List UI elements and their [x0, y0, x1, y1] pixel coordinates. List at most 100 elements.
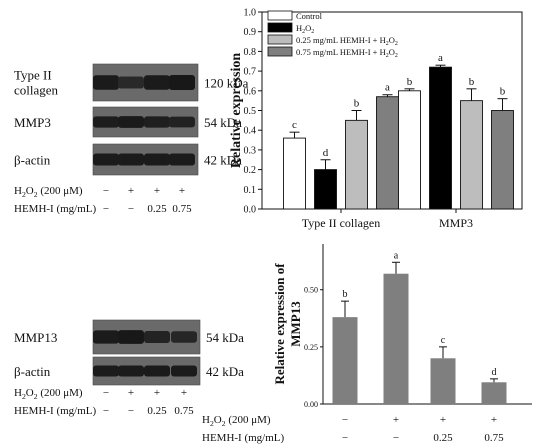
hemh-value: 0.75 [174, 405, 194, 417]
h2o2-value: + [440, 414, 446, 426]
legend-label: 0.75 mg/mL HEMH-I + H2O2 [296, 47, 398, 59]
blot-row-label: Type II [14, 68, 52, 83]
y-tick-label: 0.9 [244, 27, 257, 38]
y-tick-label: 0.1 [244, 185, 257, 196]
blot-band [118, 365, 144, 377]
legend-label: 0.25 mg/mL HEMH-I + H2O2 [296, 35, 398, 47]
h2o2-value: + [393, 414, 399, 426]
significance-letter: a [385, 82, 390, 94]
h2o2-value: + [154, 185, 160, 197]
blot-size-label: 42 kDa [204, 153, 242, 168]
h2o2-value: + [128, 387, 134, 399]
y-tick-label: 0.3 [244, 145, 257, 156]
y-tick-label: 0.0 [244, 205, 257, 216]
blot-band [118, 153, 144, 166]
blot-band [144, 331, 170, 343]
blot-band [93, 75, 119, 90]
y-tick-label: 1.0 [244, 8, 257, 19]
y-tick-label: 0.50 [304, 286, 318, 295]
blot-band [93, 153, 119, 166]
blot-size-label: 120 kDa [204, 76, 249, 91]
h2o2-label: H2O2 (200 μM) [202, 414, 271, 428]
legend-swatch [267, 34, 293, 45]
h2o2-value: − [103, 185, 109, 197]
western-blot-bottom: MMP13 54 kDa β-actin 42 kDa H2O2 (200 μM) HEM… [14, 319, 244, 417]
hemh-label: HEMH-I (mg/mL) [14, 203, 97, 215]
blot-band [171, 331, 197, 343]
hemh-value: − [393, 432, 399, 444]
legend-swatch [267, 22, 293, 33]
h2o2-label: H2O2 (200 μM) [14, 185, 83, 199]
blot-band [144, 365, 170, 377]
bar [430, 358, 456, 404]
y-tick-label: 0.2 [244, 165, 257, 176]
blot-row-label: MMP13 [14, 330, 57, 345]
significance-letter: d [323, 147, 329, 159]
blot-band [93, 365, 119, 377]
blot-band [118, 330, 144, 344]
bar [491, 110, 514, 210]
significance-letter: c [441, 335, 446, 346]
y-tick-label: 0.7 [244, 67, 257, 78]
significance-letter: b [500, 86, 506, 98]
significance-letter: a [394, 250, 399, 261]
y-tick-label: 0.8 [244, 47, 257, 58]
x-tick-label: Type II collagen [302, 216, 380, 230]
y-tick-label: 0.5 [244, 106, 257, 117]
y-axis-label: Relative expression [229, 53, 244, 168]
h2o2-value: + [181, 387, 187, 399]
hemh-value: − [128, 405, 134, 417]
h2o2-value: + [154, 387, 160, 399]
blot-row-label: β-actin [14, 364, 51, 379]
blot-band [93, 116, 119, 128]
legend-label: Control [296, 11, 323, 21]
y-axis-label: MMP13 [288, 301, 303, 347]
blot-band [118, 116, 144, 128]
y-tick-label: 0.4 [244, 126, 257, 137]
legend-swatch [267, 10, 293, 21]
hemh-value: − [342, 432, 348, 444]
h2o2-value: + [179, 185, 185, 197]
y-tick-label: 0.25 [304, 343, 318, 352]
significance-letter: b [354, 98, 360, 110]
h2o2-label: H2O2 (200 μM) [14, 387, 83, 401]
blot-row-label: collagen [14, 83, 59, 98]
h2o2-value: + [128, 185, 134, 197]
hemh-value: 0.75 [484, 432, 504, 444]
hemh-value: 0.25 [433, 432, 453, 444]
legend-swatch [267, 46, 293, 57]
blot-band [144, 153, 170, 166]
y-tick-label: 0.6 [244, 86, 257, 97]
blot-band [169, 116, 195, 128]
blot-band [169, 153, 195, 166]
bar [332, 317, 358, 404]
hemh-value: 0.25 [147, 405, 167, 417]
blot-band [93, 330, 119, 344]
h2o2-value: − [103, 387, 109, 399]
blot-size-label: 42 kDa [206, 364, 244, 379]
bar [283, 137, 306, 210]
h2o2-value: + [491, 414, 497, 426]
blot-band [169, 75, 195, 90]
blot-band [171, 365, 197, 377]
bar [460, 100, 483, 210]
significance-letter: c [292, 119, 297, 131]
blot-row-label: MMP3 [14, 115, 51, 130]
bar [345, 119, 368, 210]
bar [429, 66, 452, 210]
blot-size-label: 54 kDa [206, 330, 244, 345]
y-axis-label: Relative expression of [272, 263, 287, 385]
bar [376, 96, 399, 210]
y-tick-label: 0.00 [304, 400, 318, 409]
significance-letter: d [492, 367, 497, 378]
h2o2-value: − [342, 414, 348, 426]
blot-size-label: 54 kDa [204, 115, 242, 130]
x-tick-label: MMP3 [439, 216, 473, 230]
significance-letter: b [343, 289, 348, 300]
hemh-value: 0.25 [147, 203, 167, 215]
significance-letter: a [438, 52, 443, 64]
hemh-label: HEMH-I (mg/mL) [202, 432, 285, 444]
relative-expression-bar-chart: 0.0 0.1 0.2 0.3 0.4 0.5 0.6 0.7 0.8 0.9 1.0 Relativ… [229, 8, 523, 230]
